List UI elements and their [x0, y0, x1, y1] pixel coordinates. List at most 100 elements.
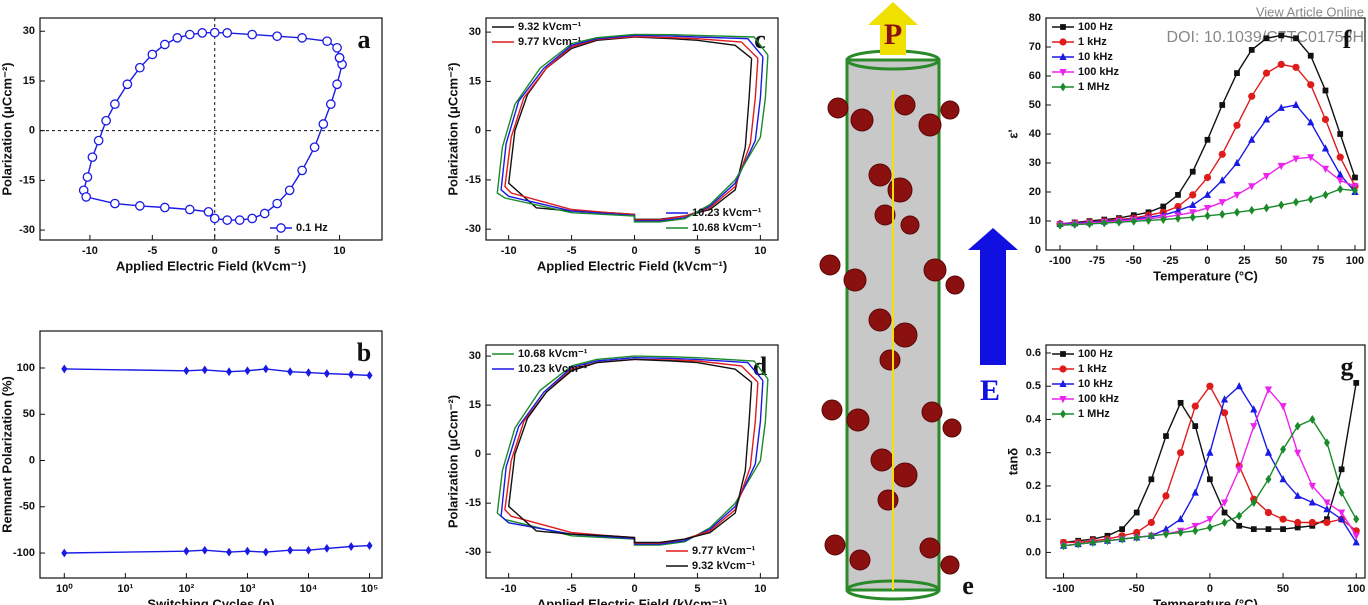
- series-line: [501, 358, 763, 544]
- y-tick-label: -30: [465, 546, 481, 558]
- x-tick-label: 100: [1346, 255, 1364, 267]
- x-tick-label: 10¹: [117, 583, 133, 595]
- x-tick-label: 25: [1238, 255, 1250, 267]
- x-tick-label: -50: [1126, 255, 1142, 267]
- marker: [1323, 500, 1330, 507]
- y-tick-label: 15: [469, 399, 481, 411]
- marker: [1294, 519, 1301, 526]
- y-tick-label: -15: [19, 174, 35, 186]
- x-tick-label: 5: [694, 245, 700, 257]
- legend-marker: [1060, 83, 1066, 92]
- y-tick-label: 80: [1029, 12, 1041, 24]
- marker: [1250, 423, 1257, 430]
- marker: [183, 547, 189, 556]
- marker: [1293, 35, 1299, 41]
- marker: [102, 117, 110, 125]
- marker: [1263, 173, 1270, 180]
- x-axis-label: Temperature (°C): [1153, 268, 1258, 283]
- panel-label: b: [357, 338, 371, 367]
- y-tick-label: -50: [19, 501, 35, 513]
- x-tick-label: 100: [1347, 583, 1365, 595]
- y-tick-label: 50: [23, 408, 35, 420]
- marker: [88, 153, 96, 161]
- y-axis-label: Remnant Polarization (%): [0, 376, 14, 533]
- marker: [1323, 519, 1330, 526]
- x-tick-label: -10: [501, 245, 517, 257]
- series-line: [84, 33, 342, 221]
- marker: [1192, 423, 1198, 429]
- marker: [1248, 93, 1255, 100]
- marker: [1280, 526, 1286, 532]
- marker: [226, 548, 232, 557]
- x-tick-label: 10: [333, 245, 345, 257]
- y-tick-label: 40: [1029, 128, 1041, 140]
- marker: [287, 546, 293, 555]
- y-tick-label: 30: [23, 25, 35, 37]
- marker: [1263, 204, 1269, 213]
- marker: [1160, 204, 1166, 210]
- legend-marker: [1060, 351, 1066, 357]
- x-tick-label: 10: [754, 245, 766, 257]
- y-axis-label: tanδ: [1005, 448, 1020, 476]
- marker: [1337, 154, 1344, 161]
- marker: [1264, 35, 1270, 41]
- marker: [1189, 191, 1196, 198]
- p-label: P: [884, 18, 902, 51]
- y-tick-label: 0.3: [1026, 447, 1041, 459]
- marker: [1339, 466, 1345, 472]
- marker: [1204, 211, 1210, 220]
- x-tick-label: -50: [1129, 583, 1145, 595]
- x-tick-label: -100: [1049, 255, 1071, 267]
- marker: [111, 100, 119, 108]
- marker: [1206, 448, 1213, 455]
- blue-arrow: [968, 228, 1018, 365]
- y-axis-label: ε': [1005, 129, 1020, 138]
- x-tick-label: -5: [567, 583, 577, 595]
- y-tick-label: -30: [465, 223, 481, 235]
- marker: [211, 28, 219, 36]
- marker: [1134, 510, 1140, 516]
- view-article-link[interactable]: View Article Online: [1256, 4, 1364, 19]
- marker: [198, 29, 206, 37]
- marker: [1263, 70, 1270, 77]
- marker: [82, 193, 90, 201]
- x-axis-label: Temperature (°C): [1153, 596, 1258, 605]
- marker: [287, 367, 293, 376]
- marker: [161, 203, 169, 211]
- x-axis-label: Switching Cycles (n): [147, 596, 274, 605]
- y-tick-label: -15: [465, 497, 481, 509]
- legend-label: 1 MHz: [1078, 81, 1110, 93]
- x-axis-label: Applied Electric Field (kVcm⁻¹): [537, 596, 727, 605]
- marker: [1266, 526, 1272, 532]
- marker: [1234, 208, 1240, 217]
- marker: [335, 54, 343, 62]
- y-tick-label: 0: [29, 454, 35, 466]
- marker: [1162, 492, 1169, 499]
- marker: [285, 186, 293, 194]
- y-tick-label: 0.0: [1026, 546, 1041, 558]
- x-tick-label: 10³: [239, 583, 255, 595]
- marker: [183, 366, 189, 375]
- legend-label: 100 Hz: [1078, 348, 1113, 360]
- x-tick-label: 50: [1275, 255, 1287, 267]
- marker: [1207, 476, 1213, 482]
- marker: [1207, 523, 1213, 532]
- marker: [1248, 183, 1255, 190]
- marker: [1263, 115, 1270, 122]
- legend-label: 9.32 kVcm⁻¹: [518, 21, 582, 33]
- legend-label: 10 kHz: [1078, 51, 1113, 63]
- x-tick-label: -5: [567, 245, 577, 257]
- marker: [1175, 192, 1181, 198]
- marker: [1219, 210, 1225, 219]
- x-tick-label: 10: [754, 583, 766, 595]
- series-line: [64, 546, 369, 553]
- marker: [324, 544, 330, 553]
- y-tick-label: 0.5: [1026, 380, 1041, 392]
- marker: [202, 546, 208, 555]
- x-tick-label: 10⁰: [56, 583, 73, 595]
- x-tick-label: 0: [212, 245, 218, 257]
- marker: [1323, 88, 1329, 94]
- x-tick-label: 10²: [178, 583, 194, 595]
- marker: [323, 37, 331, 45]
- x-tick-label: -10: [82, 245, 98, 257]
